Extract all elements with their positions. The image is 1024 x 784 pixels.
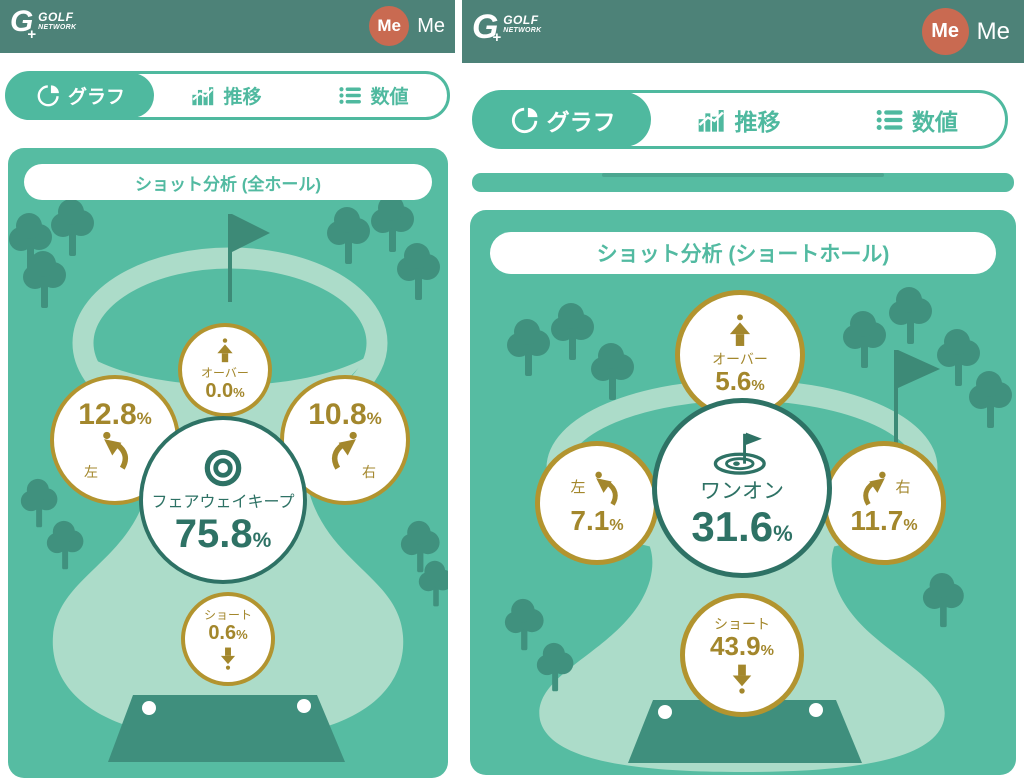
curved-arrow-left-icon: [95, 430, 135, 470]
target-rings-icon: [200, 445, 246, 491]
left-label: 左: [570, 479, 586, 497]
arrow-up-icon: [723, 314, 757, 351]
short-label: ショート: [714, 615, 770, 632]
curved-arrow-right-icon: [857, 470, 893, 506]
logo-plus-mark: +: [492, 29, 502, 46]
account-button[interactable]: Me Me: [921, 8, 1010, 55]
left-miss-stat-bubble: 左 7.1%: [535, 441, 659, 565]
one-on-unit: %: [773, 520, 793, 546]
app-header: G + GOLF NETWORK Me Me: [0, 0, 455, 53]
pie-chart-icon: [36, 83, 61, 108]
tab-graph-label: グラフ: [67, 87, 125, 108]
short-unit: %: [760, 641, 774, 659]
right-unit: %: [903, 517, 918, 535]
list-icon: [875, 105, 905, 135]
right-value: 10.8: [308, 397, 367, 431]
curved-arrow-right-icon: [325, 430, 365, 470]
right-unit: %: [366, 408, 382, 428]
account-label: Me: [976, 17, 1010, 45]
over-stat-bubble: オーバー 0.0%: [178, 323, 272, 417]
app-logo: G + GOLF NETWORK: [10, 5, 77, 43]
short-stat-bubble: ショート 0.6%: [181, 592, 275, 686]
shot-analysis-card-all-holes: ショット分析 (全ホール) オーバー 0.0% 12.8% 左 10.8% 右: [8, 148, 448, 778]
over-unit: %: [751, 377, 765, 395]
left-label: 左: [84, 464, 98, 481]
app-logo: G + GOLF NETWORK: [472, 10, 541, 45]
tab-values[interactable]: 数値: [828, 93, 1005, 146]
arrow-down-icon: [216, 644, 240, 670]
account-label: Me: [417, 14, 445, 37]
left-unit: %: [136, 408, 152, 428]
tab-values[interactable]: 数値: [300, 74, 447, 117]
left-value: 12.8: [78, 397, 137, 431]
avatar[interactable]: Me: [369, 6, 410, 46]
short-value: 43.9: [710, 630, 761, 661]
card-title: ショット分析 (全ホール): [24, 164, 432, 200]
logo-word-network: NETWORK: [503, 27, 542, 34]
screenshot-short-holes: G + GOLF NETWORK Me Me グラフ 推移 数値: [462, 0, 1024, 784]
arrow-down-icon: [726, 660, 758, 694]
left-value: 7.1: [570, 505, 610, 537]
left-unit: %: [609, 517, 624, 535]
logo-word-golf: GOLF: [503, 13, 539, 27]
tab-values-label: 数値: [911, 108, 958, 135]
short-stat-bubble: ショート 43.9%: [680, 593, 804, 717]
card-edge-shadow: [602, 173, 884, 177]
logo-word-network: NETWORK: [38, 24, 77, 31]
over-label: オーバー: [712, 351, 768, 368]
short-unit: %: [236, 626, 248, 642]
right-miss-stat-bubble: 10.8% 右: [280, 375, 410, 505]
fairway-keep-unit: %: [252, 528, 272, 552]
over-value: 0.0: [205, 379, 234, 402]
fairway-keep-value: 75.8: [174, 511, 253, 556]
bar-chart-icon: [697, 105, 727, 135]
tab-trend-label: 推移: [734, 108, 781, 135]
tab-graph[interactable]: グラフ: [474, 92, 652, 147]
short-label: ショート: [203, 608, 252, 623]
tab-bar: グラフ 推移 数値: [472, 90, 1008, 149]
tab-trend[interactable]: 推移: [650, 93, 827, 146]
tab-graph-label: グラフ: [546, 108, 616, 135]
right-label: 右: [895, 479, 911, 497]
one-on-value: 31.6: [691, 502, 774, 550]
tab-graph[interactable]: グラフ: [7, 73, 154, 118]
short-value: 0.6: [208, 621, 237, 644]
avatar[interactable]: Me: [921, 8, 969, 55]
one-on-label: ワンオン: [700, 480, 784, 504]
list-icon: [338, 83, 363, 108]
right-value: 11.7: [850, 505, 904, 537]
right-miss-stat-bubble: 右 11.7%: [822, 441, 946, 565]
shot-analysis-card-short-holes: ショット分析 (ショートホール) オーバー 5.6% 左 7.1% 右: [470, 210, 1016, 775]
logo-g-mark: G: [10, 5, 34, 38]
logo-plus-mark: +: [27, 26, 37, 43]
tab-trend[interactable]: 推移: [153, 74, 300, 117]
card-title: ショット分析 (ショートホール): [490, 232, 996, 274]
right-label: 右: [362, 464, 376, 481]
green-with-flag-icon: [711, 427, 773, 476]
tab-trend-label: 推移: [223, 87, 262, 108]
app-header: G + GOLF NETWORK Me Me: [462, 0, 1024, 63]
tab-bar: グラフ 推移 数値: [5, 71, 450, 120]
over-unit: %: [233, 384, 245, 400]
logo-word-golf: GOLF: [38, 10, 74, 24]
curved-arrow-left-icon: [588, 470, 624, 506]
account-button[interactable]: Me Me: [369, 6, 445, 46]
tab-values-label: 数値: [370, 87, 409, 108]
bar-chart-icon: [191, 83, 216, 108]
screenshot-all-holes: G + GOLF NETWORK Me Me グラフ 推移 数値: [0, 0, 455, 784]
logo-g-mark: G: [472, 8, 499, 46]
over-value: 5.6: [715, 366, 752, 397]
over-label: オーバー: [201, 366, 249, 381]
arrow-up-icon: [212, 338, 238, 366]
previous-card-edge: [472, 173, 1014, 192]
one-on-stat-bubble: ワンオン 31.6%: [652, 398, 832, 578]
pie-chart-icon: [510, 105, 540, 135]
fairway-keep-stat-bubble: フェアウェイキープ 75.8%: [139, 416, 307, 584]
fairway-keep-label: フェアウェイキープ: [151, 494, 295, 512]
